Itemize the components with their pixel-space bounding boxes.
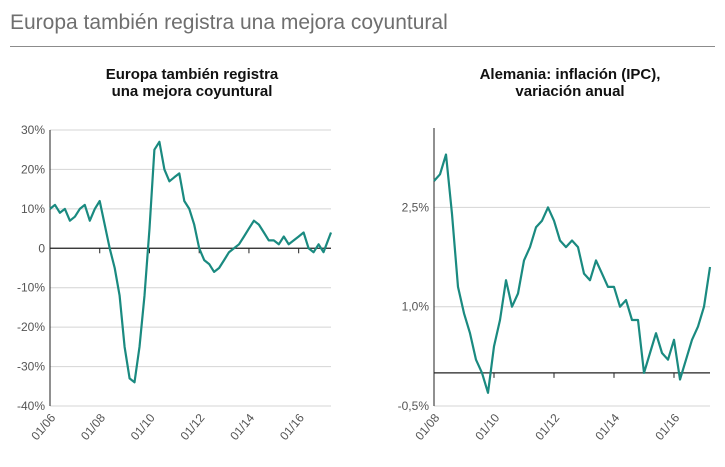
chart-1-y-tick-label: 0 xyxy=(38,241,45,255)
chart-1-x-tick-label: 01/08 xyxy=(78,411,108,443)
chart-1-series-line xyxy=(49,140,333,384)
chart-2-x-tick-label: 01/12 xyxy=(532,411,562,443)
chart-1-x-tick-label: 01/16 xyxy=(277,411,307,443)
chart-2-x-tick-label: 01/16 xyxy=(652,411,682,443)
page-header: Europa también registra una mejora coyun… xyxy=(10,8,715,47)
chart-2-y-tick-label: 2,5% xyxy=(402,200,430,214)
chart-2-x-tick-label: 01/10 xyxy=(472,411,502,443)
chart-1-x-tick-label: 01/14 xyxy=(227,411,257,443)
chart-1-y-tick-label: -10% xyxy=(17,281,45,295)
chart-1-title-line-2: una mejora coyuntural xyxy=(111,83,273,100)
chart-2-title-line-1: Alemania: inflación (IPC), xyxy=(479,66,661,83)
chart-1-y-tick-label: -30% xyxy=(17,360,45,374)
chart-1-y-tick-label: -40% xyxy=(17,399,45,413)
chart-2-x-tick-label: 01/08 xyxy=(412,411,442,443)
chart-2-title: Alemania: inflación (IPC), variación anu… xyxy=(420,66,720,100)
chart-2-x-tick-label: 01/14 xyxy=(592,411,622,443)
chart-2-series-line xyxy=(433,153,712,394)
chart-1-x-tick-label: 01/10 xyxy=(128,411,158,443)
chart-2-title-line-2: variación anual xyxy=(515,83,625,100)
chart-1-y-tick-label: 20% xyxy=(21,162,45,176)
chart-1-x-tick-label: 01/12 xyxy=(177,411,207,443)
chart-1-title: Europa también registra una mejora coyun… xyxy=(42,66,342,100)
chart-1-y-tick-label: 30% xyxy=(21,123,45,137)
chart-1-y-tick-label: -20% xyxy=(17,320,45,334)
chart-2-y-tick-label: 1,0% xyxy=(402,300,430,314)
page-title: Europa también registra una mejora coyun… xyxy=(10,11,448,34)
chart-1-title-line-1: Europa también registra xyxy=(105,66,279,83)
chart-1-y-tick-label: 10% xyxy=(21,202,45,216)
chart-2-y-tick-label: -0,5% xyxy=(398,399,430,413)
chart-1-x-tick-label: 01/06 xyxy=(28,411,58,443)
